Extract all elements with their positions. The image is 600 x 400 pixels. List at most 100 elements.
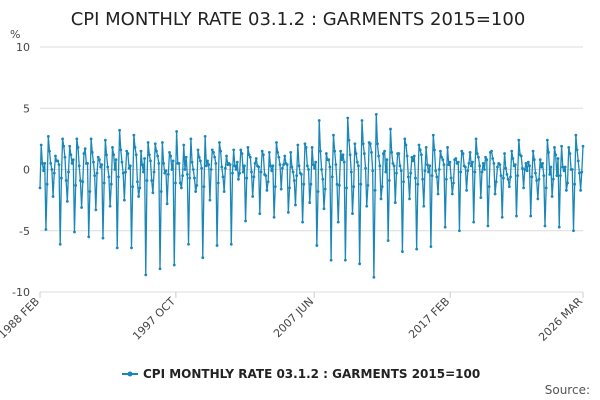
- data-point: [181, 174, 184, 178]
- data-point: [359, 182, 363, 186]
- data-point: [305, 164, 309, 168]
- data-point: [45, 182, 49, 186]
- data-point: [324, 152, 328, 155]
- data-point: [448, 160, 452, 164]
- data-point: [420, 153, 423, 157]
- data-point: [240, 152, 244, 155]
- data-point: [513, 163, 517, 167]
- y-tick-label: 10: [16, 41, 30, 54]
- data-point: [467, 161, 471, 165]
- data-point: [114, 158, 118, 162]
- data-point: [384, 170, 388, 174]
- data-point: [137, 195, 141, 198]
- x-tick-label: 1997 OCT: [130, 295, 178, 343]
- data-point: [113, 168, 117, 171]
- data-point: [562, 169, 566, 173]
- data-point: [87, 235, 91, 239]
- data-point: [390, 150, 394, 154]
- data-point: [64, 179, 68, 182]
- data-point: [175, 130, 179, 133]
- legend-marker: [127, 371, 133, 377]
- data-point: [166, 173, 170, 176]
- x-tick-label: 1988 FEB: [0, 295, 42, 341]
- data-point: [130, 246, 133, 250]
- data-point: [336, 220, 340, 224]
- data-point: [300, 173, 303, 176]
- data-point: [115, 246, 119, 250]
- data-point: [98, 158, 101, 162]
- data-point: [127, 166, 131, 170]
- data-point: [70, 161, 74, 165]
- data-point: [308, 201, 312, 204]
- data-point: [553, 146, 556, 149]
- data-point: [279, 187, 283, 191]
- data-point: [543, 224, 547, 228]
- data-point: [257, 165, 261, 169]
- data-point: [469, 164, 473, 168]
- data-point: [409, 171, 413, 175]
- data-point: [422, 204, 426, 208]
- x-axis-ticks: 1988 FEB 1997 OCT 2007 JUN 2017 FEB 2026 MAR: [0, 292, 585, 344]
- data-point: [58, 242, 62, 246]
- data-point: [499, 174, 503, 178]
- data-point: [103, 138, 107, 142]
- data-point: [238, 171, 242, 175]
- data-point: [79, 179, 82, 182]
- x-tick-label: 2026 MAR: [536, 295, 585, 344]
- data-point: [111, 146, 114, 149]
- data-point: [56, 159, 60, 163]
- data-point: [551, 177, 555, 181]
- data-point: [454, 157, 458, 160]
- data-point: [485, 158, 489, 162]
- data-point: [334, 163, 338, 167]
- data-point: [266, 180, 270, 184]
- data-point: [239, 148, 243, 152]
- data-point: [321, 177, 325, 181]
- data-point: [183, 168, 187, 171]
- data-point: [434, 169, 438, 173]
- data-point: [246, 146, 250, 149]
- legend-label[interactable]: CPI MONTHLY RATE 03.1.2 : GARMENTS 2015=…: [143, 367, 480, 381]
- data-point: [412, 154, 416, 158]
- data-point: [370, 150, 373, 154]
- data-point: [570, 168, 574, 171]
- data-point: [219, 149, 223, 153]
- data-point: [530, 175, 534, 179]
- data-point: [225, 154, 228, 158]
- legend[interactable]: CPI MONTHLY RATE 03.1.2 : GARMENTS 2015=…: [122, 367, 480, 381]
- data-point: [519, 154, 523, 158]
- data-point: [323, 187, 327, 191]
- data-point: [77, 164, 81, 168]
- data-point: [163, 171, 167, 175]
- data-point: [307, 168, 310, 171]
- data-point: [188, 176, 192, 180]
- data-point: [368, 142, 372, 146]
- data-point: [276, 150, 280, 154]
- data-point: [387, 179, 391, 182]
- data-point: [134, 153, 138, 157]
- data-point: [425, 163, 429, 167]
- data-point: [120, 160, 124, 164]
- data-point: [294, 203, 297, 207]
- data-point: [447, 163, 451, 167]
- data-point: [101, 236, 105, 240]
- data-point: [155, 149, 158, 153]
- data-point: [278, 163, 282, 167]
- data-point: [265, 188, 269, 192]
- data-point: [260, 149, 264, 153]
- data-point: [150, 179, 154, 182]
- data-point: [563, 165, 567, 169]
- data-point: [498, 163, 502, 167]
- data-point: [141, 170, 145, 174]
- data-point: [303, 142, 307, 146]
- data-point: [449, 176, 453, 180]
- data-point: [493, 192, 497, 196]
- data-point: [327, 158, 331, 162]
- data-point: [302, 182, 306, 186]
- data-point: [171, 159, 175, 163]
- source-label: Source:: [545, 383, 590, 397]
- data-point: [538, 158, 542, 162]
- data-point: [311, 163, 315, 167]
- data-point: [158, 267, 162, 271]
